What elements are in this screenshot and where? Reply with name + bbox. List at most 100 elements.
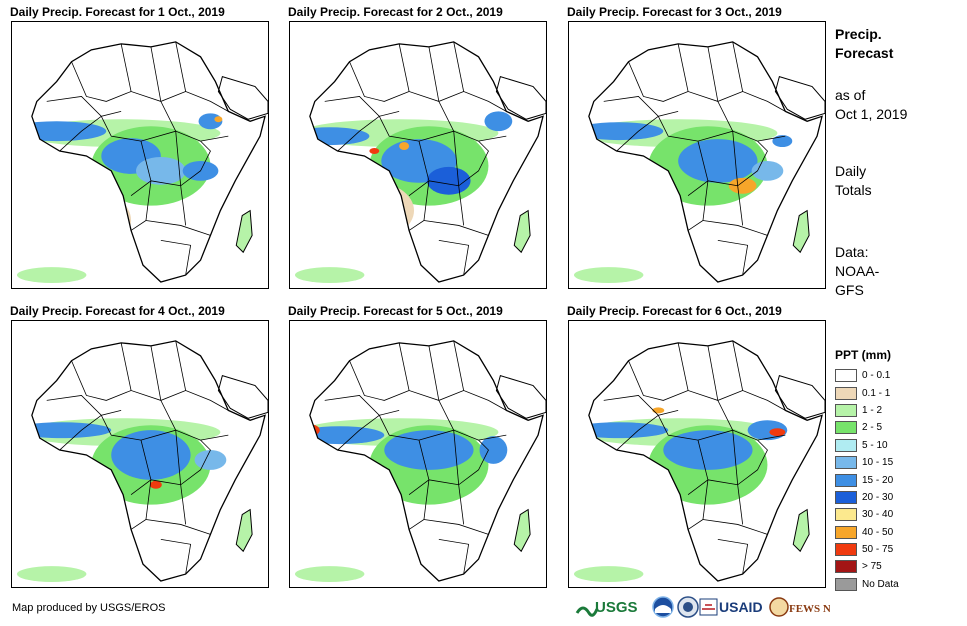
country-border <box>349 360 410 401</box>
country-border <box>150 140 211 187</box>
legend: 0 - 0.1 0.1 - 1 1 - 2 2 - 5 5 - 10 10 - 15 15 … <box>835 367 899 593</box>
map-panel-2 <box>289 21 547 289</box>
usgs-logo: USGS <box>575 599 638 617</box>
country-border <box>732 41 786 112</box>
panel-title-4: Daily Precip. Forecast for 4 Oct., 2019 <box>10 304 225 318</box>
panel-title-3: Daily Precip. Forecast for 3 Oct., 2019 <box>567 5 782 19</box>
country-border <box>757 355 773 381</box>
country-border <box>408 479 430 530</box>
country-border <box>337 115 380 152</box>
country-border <box>324 395 400 416</box>
country-border <box>428 140 489 187</box>
precip-area <box>194 450 227 470</box>
country-border <box>677 342 743 401</box>
country-border <box>378 116 507 142</box>
precip-area <box>588 422 669 439</box>
country-border <box>707 46 734 132</box>
legend-label: 10 - 15 <box>862 457 894 469</box>
continent-outline <box>309 41 544 283</box>
country-border <box>150 345 177 431</box>
legend-item: 0 - 0.1 <box>835 367 899 384</box>
precip-area <box>399 142 410 151</box>
legend-item: No Data <box>835 576 899 593</box>
legend-item: 10 - 15 <box>835 454 899 471</box>
country-border <box>150 439 211 486</box>
sidebar-as-of: as of Oct 1, 2019 <box>835 87 908 122</box>
precip-area <box>136 156 186 185</box>
country-border <box>145 220 211 236</box>
legend-label: 15 - 20 <box>862 474 894 486</box>
ocean-rain <box>573 566 644 582</box>
country-border <box>707 140 768 187</box>
country-border <box>398 342 464 401</box>
map-panel-5 <box>289 320 547 588</box>
country-border <box>46 395 122 416</box>
panel-title-5: Daily Precip. Forecast for 5 Oct., 2019 <box>288 304 503 318</box>
legend-label: 1 - 2 <box>862 404 883 416</box>
country-border <box>349 61 410 102</box>
panel-title-6: Daily Precip. Forecast for 6 Oct., 2019 <box>567 304 782 318</box>
continent-outline <box>588 41 823 283</box>
madagascar-outline <box>235 209 253 254</box>
sidebar-heading: Precip. Forecast <box>835 26 894 61</box>
country-border <box>707 345 734 431</box>
country-border <box>175 340 229 411</box>
agency-logos: USGS USAID FEWS NET <box>575 595 846 621</box>
arabia-outline <box>774 75 825 120</box>
ocean-rain <box>573 267 644 283</box>
country-border <box>737 484 744 525</box>
precip-area <box>218 246 263 275</box>
country-border <box>628 360 689 401</box>
country-border <box>100 116 229 142</box>
legend-item: 50 - 75 <box>835 541 899 558</box>
legend-item: 1 - 2 <box>835 402 899 419</box>
arabia-outline <box>217 374 268 419</box>
precip-area <box>426 166 471 195</box>
country-border <box>71 61 132 102</box>
panel-title-2: Daily Precip. Forecast for 2 Oct., 2019 <box>288 5 503 19</box>
dhs-seal-icon <box>677 596 699 618</box>
madagascar-outline <box>792 508 810 553</box>
legend-label: No Data <box>862 578 899 590</box>
precip-area <box>31 158 67 183</box>
country-border <box>717 538 749 575</box>
sidebar-totals: Daily Totals <box>835 163 872 198</box>
country-border <box>378 415 507 441</box>
country-border <box>717 239 749 276</box>
country-border <box>603 96 679 117</box>
legend-item: > 75 <box>835 558 899 575</box>
legend-swatch <box>835 403 857 417</box>
continent-outline <box>31 340 266 582</box>
precip-area <box>31 464 122 535</box>
precip-area <box>484 111 513 132</box>
country-border <box>324 96 400 117</box>
country-border <box>732 340 786 411</box>
precip-area <box>309 426 385 445</box>
country-border <box>657 415 786 441</box>
legend-swatch <box>835 543 857 557</box>
legend-label: 5 - 10 <box>862 439 888 451</box>
arabia-outline <box>495 374 546 419</box>
country-border <box>428 439 489 486</box>
precip-area <box>728 177 757 194</box>
legend-swatch <box>835 560 857 574</box>
precip-area <box>214 116 223 123</box>
legend-item: 0.1 - 1 <box>835 384 899 401</box>
country-border <box>150 46 177 132</box>
precip-area <box>493 248 544 273</box>
country-border <box>657 116 786 142</box>
legend-item: 40 - 50 <box>835 524 899 541</box>
country-border <box>160 239 192 276</box>
country-border <box>603 395 679 416</box>
country-border <box>428 345 455 431</box>
africa-map <box>294 340 546 582</box>
legend-swatch <box>835 525 857 539</box>
country-border <box>130 479 152 530</box>
country-border <box>453 131 460 186</box>
country-border <box>145 519 211 535</box>
map-panel-1 <box>11 21 269 289</box>
sidebar-data-source: Data: NOAA- GFS <box>835 244 880 298</box>
precip-area <box>149 480 162 489</box>
legend-item: 20 - 30 <box>835 489 899 506</box>
credit-text: Map produced by USGS/EROS <box>12 602 166 614</box>
